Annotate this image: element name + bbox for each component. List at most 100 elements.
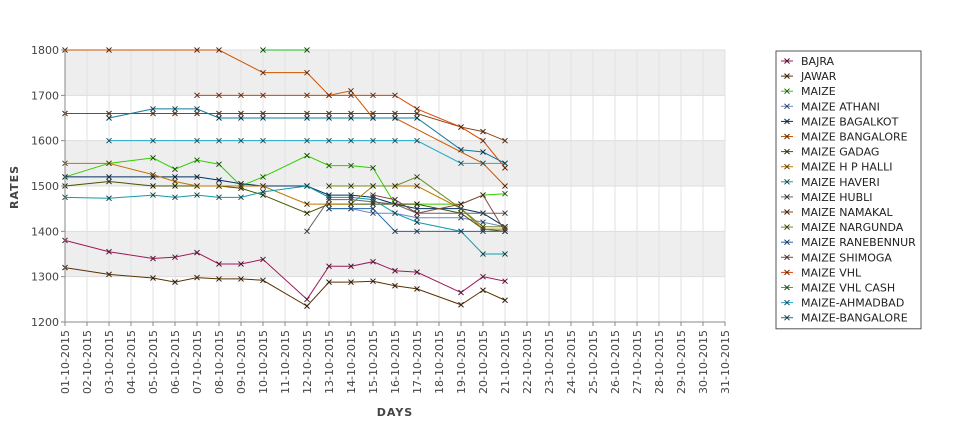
data-point [480, 287, 486, 294]
data-point [326, 137, 332, 144]
data-point [194, 110, 200, 117]
legend-marker [784, 314, 790, 321]
legend-marker [784, 239, 790, 246]
data-point [216, 177, 222, 183]
data-point [304, 69, 310, 76]
data-point [216, 261, 222, 267]
series-layer [62, 47, 508, 309]
data-point [326, 205, 332, 212]
legend-label: MAIZE-BANGALORE [801, 312, 908, 325]
data-point [392, 228, 398, 235]
legend-label: MAIZE HAVERI [801, 176, 880, 189]
data-point [392, 196, 398, 203]
data-point [480, 128, 486, 135]
data-point [172, 254, 178, 261]
data-point [172, 194, 178, 201]
data-point [260, 183, 266, 189]
x-tick-label: 22-10-2015 [521, 330, 534, 394]
data-point [304, 115, 310, 121]
data-point [502, 297, 508, 304]
series-line [329, 176, 505, 228]
legend-item: MAIZE VHL [781, 266, 862, 279]
data-point [480, 137, 486, 144]
legend-item: MAIZE ATHANI [781, 100, 880, 113]
data-point [260, 174, 266, 180]
data-point [172, 106, 178, 112]
series-line [108, 108, 506, 164]
data-point [480, 210, 486, 217]
data-point [106, 115, 112, 121]
legend-marker [784, 163, 790, 170]
data-point [326, 162, 332, 169]
x-tick-label: 26-10-2015 [609, 330, 622, 394]
data-point [370, 183, 376, 189]
series-line [329, 208, 505, 232]
data-point [194, 192, 200, 198]
data-point [480, 228, 486, 235]
data-point [348, 194, 354, 201]
data-point [194, 183, 200, 189]
legend-item: BAJRA [781, 55, 835, 68]
data-point [458, 146, 464, 153]
data-point [370, 165, 376, 171]
data-point [260, 115, 266, 121]
legend-label: MAIZE H P HALLI [801, 161, 892, 174]
data-point [194, 174, 200, 180]
legend-marker [784, 178, 790, 185]
legend-marker [784, 148, 790, 155]
data-point [502, 210, 508, 217]
y-tick-label: 1700 [31, 89, 59, 102]
legend-item: MAIZE NARGUNDA [781, 221, 904, 234]
data-point [414, 219, 420, 226]
data-point [238, 276, 244, 282]
data-point [238, 185, 244, 192]
x-tick-label: 11-10-2015 [279, 330, 292, 394]
legend-item: MAIZE BANGALORE [781, 131, 908, 144]
data-point [150, 183, 156, 189]
legend-marker [784, 58, 790, 64]
data-point [106, 110, 112, 117]
data-point [172, 174, 178, 180]
data-point [348, 263, 354, 270]
x-tick-label: 06-10-2015 [169, 330, 182, 394]
series-line [372, 194, 506, 232]
series-line [65, 49, 506, 187]
legend-item: MAIZE HAVERI [781, 176, 880, 189]
data-point [348, 192, 354, 198]
data-point [348, 205, 354, 212]
y-tick-label: 1200 [31, 316, 59, 329]
data-point [106, 271, 112, 278]
legend-item: MAIZE [781, 85, 836, 98]
data-point [326, 183, 332, 189]
axes [61, 49, 726, 326]
data-point [370, 115, 376, 121]
legend-label: MAIZE VHL [801, 266, 862, 279]
legend-item: JAWAR [781, 70, 837, 83]
data-point [414, 269, 420, 275]
data-point [502, 278, 508, 285]
legend-label: MAIZE NAMAKAL [801, 206, 894, 219]
data-point [458, 124, 464, 130]
data-point [348, 162, 354, 169]
data-point [392, 110, 398, 117]
data-point [502, 183, 508, 189]
x-tick-label: 25-10-2015 [587, 330, 600, 394]
data-point [194, 92, 200, 99]
legend-label: MAIZE [801, 85, 836, 98]
data-point [480, 160, 486, 167]
data-point [348, 137, 354, 144]
data-point [216, 115, 222, 121]
data-point [260, 189, 266, 195]
data-point [216, 47, 222, 53]
data-point [370, 196, 376, 203]
data-point [480, 192, 486, 198]
data-point [172, 178, 178, 185]
data-point [502, 226, 508, 232]
data-point [238, 92, 244, 99]
series-maize-bangalore [106, 106, 508, 167]
data-point [194, 47, 200, 53]
data-point [480, 149, 486, 155]
data-point [370, 92, 376, 99]
data-point [392, 137, 398, 144]
y-tick-label: 1400 [31, 225, 59, 238]
